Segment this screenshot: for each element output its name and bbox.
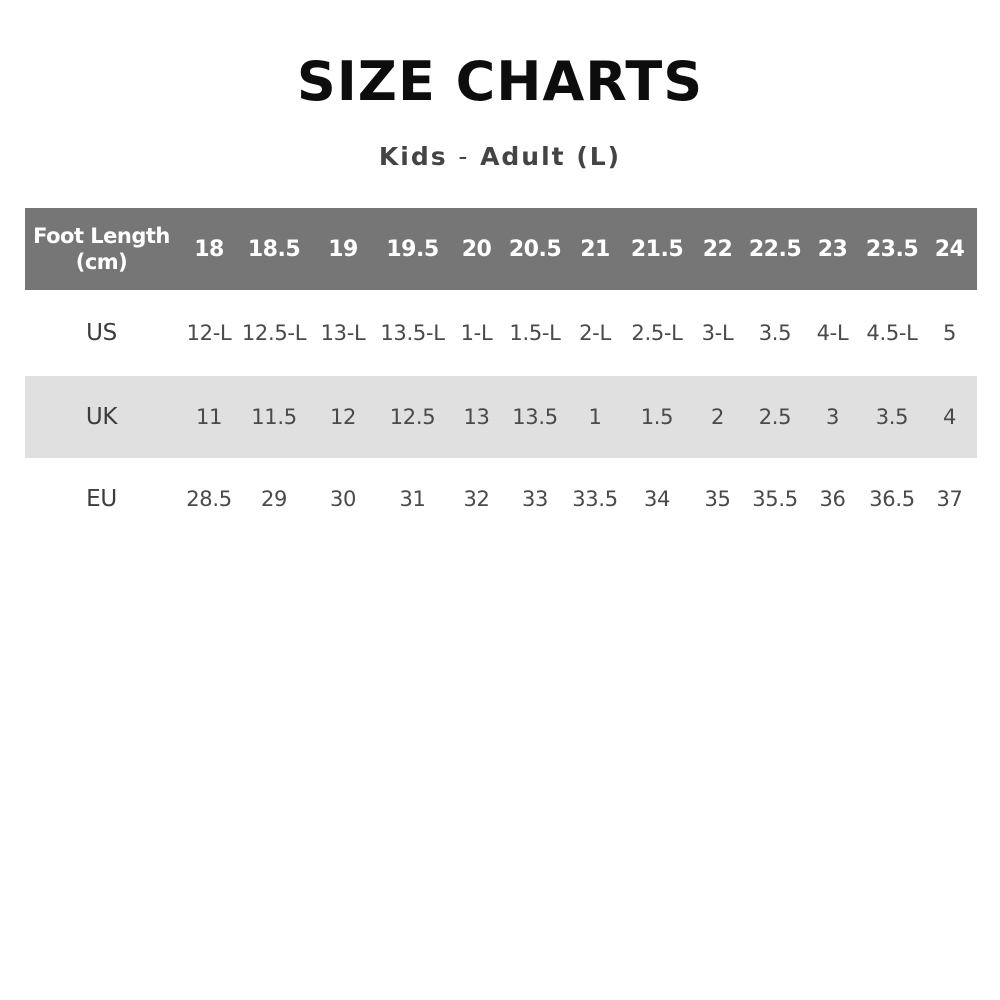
size-cell: 11 [195,405,223,429]
table-row-uk: UK 11 11.5 12 12.5 13 13.5 1 1.5 2 2.5 3 3.5 4 [25,376,977,458]
size-cell: 3 [825,405,840,429]
table-row-us: US 12-L 12.5-L 13-L 13.5-L 1-L 1.5-L 2-L 2.5-L 3-… [25,290,977,376]
size-cell: 13.5-L [380,321,445,345]
header-cell-foot-length: 19.5 [386,236,439,262]
row-label: US [86,320,117,346]
size-cell: 12 [329,405,357,429]
size-cell: 33 [521,487,549,511]
header-cell-foot-length: 21 [580,236,610,262]
header-row: Foot Length (cm) 18 18.5 19 19.5 20 20.5 21 21.… [25,208,977,290]
size-cell: 4-L [816,321,849,345]
size-cell: 1-L [460,321,493,345]
subtitle-adult: Adult (L) [480,142,622,171]
size-cell: 35 [704,487,731,511]
size-cell: 5 [942,321,957,345]
size-cell: 36 [819,487,846,511]
header-cell-foot-length: 23 [817,236,848,262]
header-cell-foot-length: 18.5 [247,236,301,262]
size-cell: 11.5 [251,405,297,429]
size-cell: 1.5-L [509,321,561,345]
size-cell: 30 [329,487,357,511]
page-subtitle: Kids - Adult (L) [0,142,1000,171]
size-cell: 2-L [579,321,611,345]
size-cell: 13.5 [512,405,558,429]
size-cell: 33.5 [572,487,618,511]
header-cell-foot-length: 24 [934,236,965,262]
size-cell: 12-L [186,321,232,345]
size-cell: 29 [260,487,288,511]
header-cell-foot-length: 18 [194,236,224,262]
row-label: EU [86,486,117,512]
size-cell: 2.5 [758,405,792,429]
header-cell-foot-length: 23.5 [865,236,919,262]
size-cell: 36.5 [869,487,915,511]
header-label: Foot Length (cm) [25,208,178,290]
header-cell-foot-length: 21.5 [630,236,684,262]
table-row-eu: EU 28.5 29 30 31 32 33 33.5 34 35 35.5 36 36.5 37 [25,458,977,540]
header-cell-foot-length: 22.5 [748,236,802,262]
row-label: UK [85,404,118,430]
size-cell: 2.5-L [631,321,683,345]
size-cell: 35.5 [752,487,798,511]
size-cell: 37 [936,487,963,511]
size-cell: 13 [463,405,490,429]
size-cell: 13-L [320,321,366,345]
size-cell: 4.5-L [866,321,918,345]
size-cell: 1.5 [640,405,674,429]
header-cell-foot-length: 20 [461,236,492,262]
header-cell-foot-length: 20.5 [508,236,562,262]
size-cell: 3.5 [875,405,909,429]
header-label-text: Foot Length (cm) [33,224,170,274]
size-cell: 31 [399,487,426,511]
size-cell: 12.5 [389,405,436,429]
size-cell: 2 [710,405,725,429]
header-cell-foot-length: 19 [328,236,358,262]
subtitle-separator: - [458,142,470,171]
size-cell: 3-L [701,321,734,345]
header-cell-foot-length: 22 [702,236,733,262]
subtitle-kids: Kids [378,142,448,171]
size-cell: 4 [942,405,957,429]
size-cell: 28.5 [186,487,232,511]
size-cell: 32 [463,487,490,511]
size-chart-table: Foot Length (cm) 18 18.5 19 19.5 20 20.5 21 21.… [25,208,977,540]
size-cell: 12.5-L [241,321,307,345]
size-cell: 34 [643,487,671,511]
size-cell: 1 [588,405,602,429]
page-title: SIZE CHARTS [296,50,704,113]
size-cell: 3.5 [758,321,792,345]
